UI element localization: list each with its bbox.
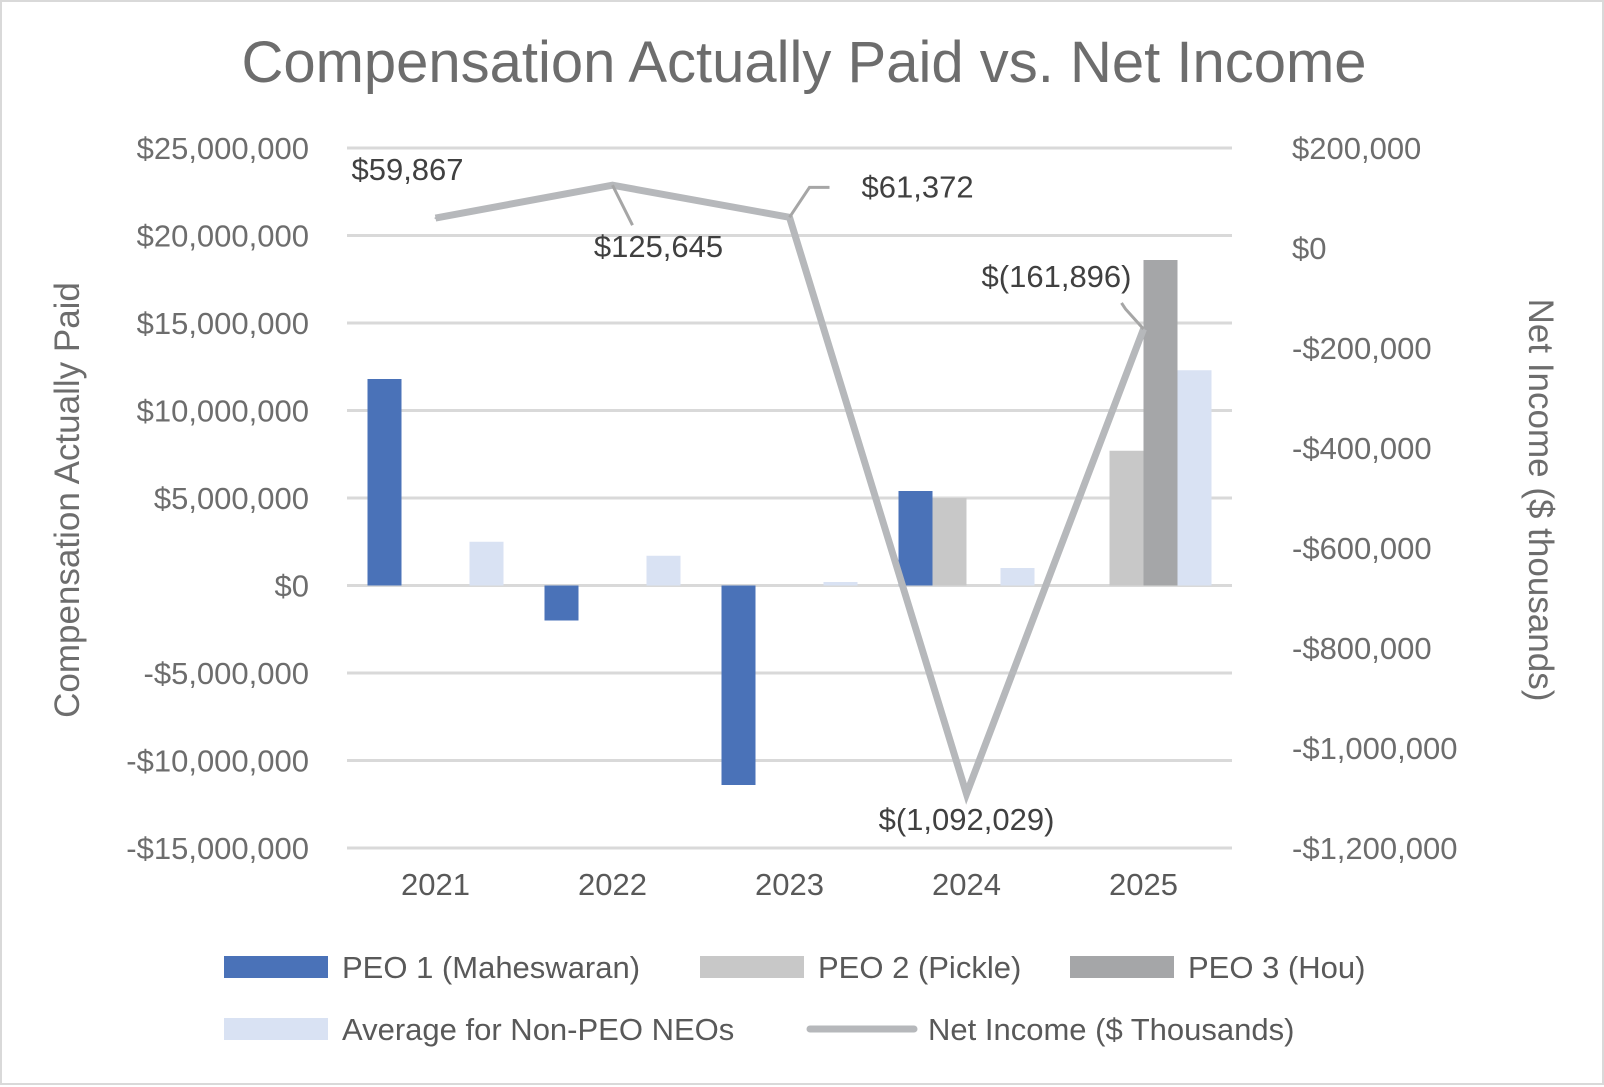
category-label: 2023 [755,867,824,902]
net-income-data-label: $61,372 [862,169,974,204]
bar-average-2025 [1177,370,1212,586]
right-tick-label: -$400,000 [1292,431,1432,466]
bar-average-2024 [1000,568,1035,586]
legend-swatch [700,956,804,978]
category-label: 2025 [1109,867,1178,902]
bar-peo-2022 [544,585,579,621]
legend-swatch [1070,956,1174,978]
legend-label: PEO 2 (Pickle) [818,950,1021,985]
left-axis-title: Compensation Actually Paid [48,282,87,718]
right-tick-label: -$200,000 [1292,331,1432,366]
bar-average-2021 [469,541,504,586]
bar-peo-2023 [721,585,756,785]
right-axis-title: Net Income ($ thousands) [1521,299,1560,702]
category-labels: 2021 2022 2023 2024 2025 [401,867,1178,902]
gridlines [347,146,1232,850]
bar-peo-2021 [367,379,402,586]
bars [367,260,1212,785]
legend-label: PEO 1 (Maheswaran) [342,950,640,985]
bar-peo-2024 [932,498,967,586]
left-tick-label: -$5,000,000 [144,656,309,691]
legend-label: PEO 3 (Hou) [1188,950,1365,985]
net-income-data-label: $(161,896) [982,259,1132,294]
right-tick-label: -$800,000 [1292,631,1432,666]
right-axis-ticks: $200,000 $0 -$200,000 -$400,000 -$600,000 -$8… [1292,131,1457,866]
right-tick-label: -$600,000 [1292,531,1432,566]
bar-average-2022 [646,555,681,586]
left-tick-label: $10,000,000 [137,394,309,429]
label-leader-line [1120,302,1145,330]
left-tick-label: -$10,000,000 [126,744,309,779]
legend-swatch [224,1018,328,1040]
left-tick-label: $0 [275,569,309,604]
bar-peo-2025 [1143,260,1178,586]
data-labels: $59,867 $125,645 $61,372 $(1,092,029) $(161,… [351,152,1145,837]
bar-peo-2024 [898,491,933,586]
net-income-data-label: $(1,092,029) [879,802,1055,837]
legend: PEO 1 (Maheswaran) PEO 2 (Pickle) PEO 3 (H… [224,950,1365,1047]
net-income-point [434,217,437,220]
legend-label: Average for Non-PEO NEOs [342,1012,734,1047]
label-leader-line [611,184,634,226]
left-axis-ticks: $25,000,000 $20,000,000 $15,000,000 $10,000… [126,131,309,866]
right-tick-label: -$1,000,000 [1292,731,1457,766]
left-tick-label: $5,000,000 [154,481,309,516]
left-tick-label: $20,000,000 [137,219,309,254]
bar-peo-2025 [1109,450,1144,586]
chart-title: Compensation Actually Paid vs. Net Incom… [241,30,1366,95]
left-tick-label: $15,000,000 [137,306,309,341]
legend-label: Net Income ($ Thousands) [928,1012,1294,1047]
category-label: 2021 [401,867,470,902]
net-income-data-label: $59,867 [351,152,463,187]
legend-swatch [224,956,328,978]
category-label: 2022 [578,867,647,902]
left-tick-label: -$15,000,000 [126,831,309,866]
net-income-point [965,793,968,796]
right-tick-label: $200,000 [1292,131,1421,166]
right-tick-label: $0 [1292,231,1326,266]
label-leader-line [788,185,830,219]
category-label: 2024 [932,867,1001,902]
right-tick-label: -$1,200,000 [1292,831,1457,866]
left-tick-label: $25,000,000 [137,131,309,166]
bar-average-2023 [823,582,858,586]
net-income-data-label: $125,645 [594,229,723,264]
